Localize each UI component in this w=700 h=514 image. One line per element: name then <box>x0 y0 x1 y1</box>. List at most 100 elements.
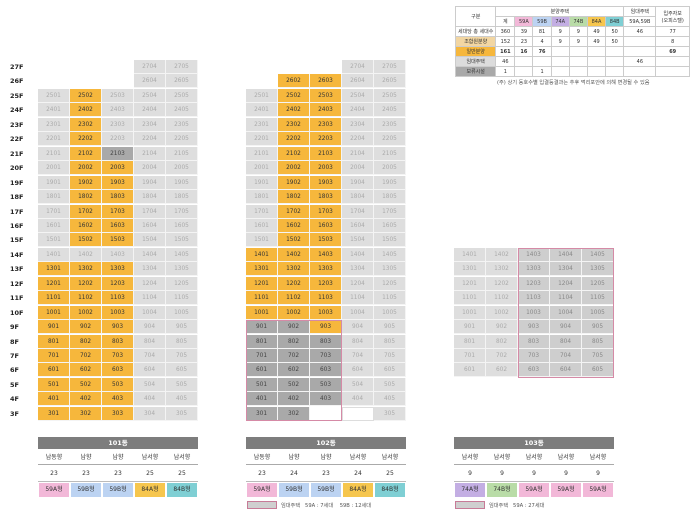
summary-ipju-cell: 69 <box>655 46 690 57</box>
legend-102-label: 임대주택 <box>281 503 301 509</box>
unit-102-1203: 1203 <box>310 276 342 291</box>
unit-101-1405: 1405 <box>166 247 198 262</box>
unit-102-1904: 1904 <box>342 175 374 190</box>
summary-ipju-cell: 8 <box>655 36 690 47</box>
unit-101-2105: 2105 <box>166 146 198 161</box>
summary-cell <box>605 56 625 67</box>
unit-type: 74B형 <box>487 483 517 497</box>
unit-103-803: 803 <box>518 334 550 349</box>
summary-cell: 23 <box>514 36 534 47</box>
legend-swatch-103 <box>455 501 485 509</box>
unit-type: 74A형 <box>455 483 485 497</box>
summary-ipju-cell <box>655 56 690 67</box>
floor-label: 11F <box>10 294 24 303</box>
unit-102-2005: 2005 <box>374 161 406 176</box>
unit-103-1001: 1001 <box>454 305 486 320</box>
unit-101-501: 501 <box>38 377 70 392</box>
unit-102-302: 302 <box>278 406 310 421</box>
direction-label: 남서향 <box>454 451 486 465</box>
unit-102-603: 603 <box>310 363 342 378</box>
summary-ipju-cell: 77 <box>655 26 690 37</box>
summary-col-5: 84A <box>586 16 607 27</box>
floor-label: 24F <box>10 106 24 115</box>
unit-102-2401: 2401 <box>246 103 278 118</box>
unit-101-902: 902 <box>70 320 102 335</box>
unit-101-2304: 2304 <box>134 117 166 132</box>
unit-103-905: 905 <box>582 320 614 335</box>
building-title-1: 102동 <box>246 437 406 449</box>
unit-102-1702: 1702 <box>278 204 310 219</box>
unit-101-504: 504 <box>134 377 166 392</box>
summary-cell: 49 <box>586 36 607 47</box>
summary-cell: 161 <box>495 46 516 57</box>
unit-102-604: 604 <box>342 363 374 378</box>
unit-102-1304: 1304 <box>342 262 374 277</box>
unit-102-305: 305 <box>374 406 406 421</box>
unit-103-703: 703 <box>518 349 550 363</box>
summary-cell: 1 <box>495 66 516 77</box>
unit-102-801: 801 <box>246 334 278 349</box>
unit-103-704: 704 <box>550 349 582 363</box>
unit-101-2505: 2505 <box>166 88 198 103</box>
unit-102-902: 902 <box>278 320 310 335</box>
unit-101-502: 502 <box>70 377 102 392</box>
unit-101-1304: 1304 <box>134 262 166 277</box>
unit-101-304: 304 <box>134 406 166 421</box>
unit-102-2301: 2301 <box>246 117 278 132</box>
summary-col-6: 84B <box>605 16 625 27</box>
summary-row-label: 조합원분양 <box>454 36 497 47</box>
unit-101-405: 405 <box>166 392 198 407</box>
unit-101-2305: 2305 <box>166 117 198 132</box>
unit-type: 59B형 <box>279 483 309 497</box>
unit-103-904: 904 <box>550 320 582 335</box>
direction-label: 남서향 <box>518 451 550 465</box>
unit-102-1303: 1303 <box>310 262 342 277</box>
unit-101-1502: 1502 <box>70 233 102 248</box>
unit-101-2704: 2704 <box>134 60 166 74</box>
unit-103-804: 804 <box>550 334 582 349</box>
unit-102-504: 504 <box>342 377 374 392</box>
unit-102-2002: 2002 <box>278 161 310 176</box>
unit-103-1201: 1201 <box>454 276 486 291</box>
unit-102-1101: 1101 <box>246 291 278 306</box>
unit-101-2103: 2103 <box>102 146 134 161</box>
unit-101-805: 805 <box>166 334 198 349</box>
unit-101-704: 704 <box>134 349 166 363</box>
unit-101-1103: 1103 <box>102 291 134 306</box>
unit-101-1203: 1203 <box>102 276 134 291</box>
unit-101-803: 803 <box>102 334 134 349</box>
unit-102-1204: 1204 <box>342 276 374 291</box>
unit-102-2103: 2103 <box>310 146 342 161</box>
unit-102-2602: 2602 <box>278 74 310 89</box>
unit-101-1805: 1805 <box>166 190 198 205</box>
unit-type: 59B형 <box>71 483 101 497</box>
unit-101-1503: 1503 <box>102 233 134 248</box>
unit-101-2604: 2604 <box>134 74 166 89</box>
unit-101-801: 801 <box>38 334 70 349</box>
unit-101-2405: 2405 <box>166 103 198 118</box>
summary-header-ipju: 입주자보 (오피스텔) <box>655 6 690 27</box>
unit-102-1102: 1102 <box>278 291 310 306</box>
unit-101-1205: 1205 <box>166 276 198 291</box>
unit-102-1305: 1305 <box>374 262 406 277</box>
unit-101-1801: 1801 <box>38 190 70 205</box>
unit-102-1302: 1302 <box>278 262 310 277</box>
unit-102-1005: 1005 <box>374 305 406 320</box>
unit-103-1004: 1004 <box>550 305 582 320</box>
summary-col-2: 59B <box>532 16 552 27</box>
unit-102-2402: 2402 <box>278 103 310 118</box>
legend-102-text: 59A : 7세대 <box>305 503 334 509</box>
summary-table: 구분 분양주택 임대주택 입주자보 (오피스텔) 계 59A 59B 74A 74… <box>454 6 690 77</box>
unit-101-1204: 1204 <box>134 276 166 291</box>
unit-101-901: 901 <box>38 320 70 335</box>
unit-101-2501: 2501 <box>38 88 70 103</box>
floor-label: 20F <box>10 164 24 173</box>
direction-label: 남서향 <box>374 451 406 465</box>
unit-102-1504: 1504 <box>342 233 374 248</box>
unit-102-402: 402 <box>278 392 310 407</box>
unit-101-1105: 1105 <box>166 291 198 306</box>
unit-101-2402: 2402 <box>70 103 102 118</box>
floor-label: 22F <box>10 135 24 144</box>
unit-102-903: 903 <box>310 320 342 335</box>
floor-label: 17F <box>10 207 24 216</box>
